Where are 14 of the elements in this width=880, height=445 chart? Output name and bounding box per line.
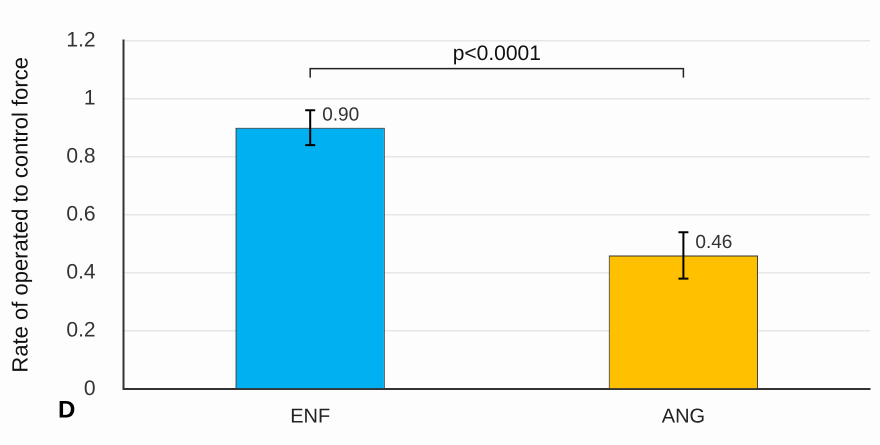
x-tick-label: ENF: [290, 406, 330, 428]
y-tick-label: 0: [84, 376, 96, 400]
data-label: 0.46: [695, 232, 732, 254]
annotation: p<0.0001: [452, 42, 541, 65]
y-tick-label: 0.6: [66, 202, 96, 226]
text: D: [58, 396, 76, 424]
y-tick-label: 1.2: [66, 28, 96, 52]
data-label: 0.90: [322, 104, 360, 126]
y-tick-label: 1: [84, 86, 96, 110]
y-tick-label: 0.8: [66, 144, 96, 168]
x-tick-label: ANG: [662, 406, 706, 428]
y-tick-label: 0.2: [66, 318, 96, 342]
y-axis-title: Rate of operated to control force: [7, 57, 32, 373]
y-tick-label: 0.4: [66, 260, 96, 284]
